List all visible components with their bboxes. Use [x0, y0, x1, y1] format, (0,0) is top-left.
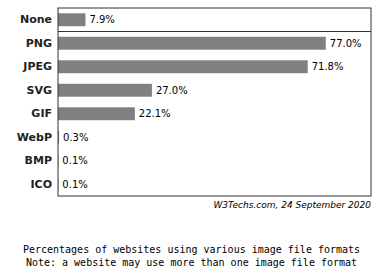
data-label: 77.0% — [330, 38, 362, 49]
plot-frame — [58, 8, 371, 196]
category-label: ICO — [30, 178, 52, 191]
separator — [58, 31, 371, 32]
chart: None 7.9% PNG 77.0% JPEG 71.8% SVG 27.0% GIF 22.1… — [0, 0, 383, 272]
footer-line: Percentages of websites using various im… — [23, 244, 360, 255]
data-label: 0.3% — [63, 132, 88, 143]
category-label: SVG — [27, 84, 52, 97]
category-label: BMP — [25, 154, 52, 167]
category-label: None — [20, 13, 52, 26]
footer-line: Note: a website may use more than one im… — [26, 257, 357, 268]
data-label: 0.1% — [62, 155, 87, 166]
data-label: 0.1% — [62, 179, 87, 190]
footer-title: Percentages of websites using various im… — [23, 244, 360, 268]
data-label: 22.1% — [139, 108, 171, 119]
data-label: 27.0% — [156, 85, 188, 96]
chart-container: None 7.9% PNG 77.0% JPEG 71.8% SVG 27.0% GIF 22.1… — [0, 0, 383, 272]
category-label: GIF — [31, 107, 52, 120]
caption: W3Techs.com, 24 September 2020 — [213, 200, 371, 210]
category-label: WebP — [17, 131, 52, 144]
data-label: 7.9% — [89, 14, 114, 25]
bar — [58, 60, 308, 73]
data-label: 71.8% — [312, 61, 344, 72]
bar — [58, 37, 326, 50]
category-label: JPEG — [22, 60, 52, 73]
bar — [58, 13, 85, 26]
bar — [58, 107, 135, 120]
bar — [58, 84, 152, 97]
category-label: PNG — [26, 37, 52, 50]
bars — [58, 13, 326, 190]
